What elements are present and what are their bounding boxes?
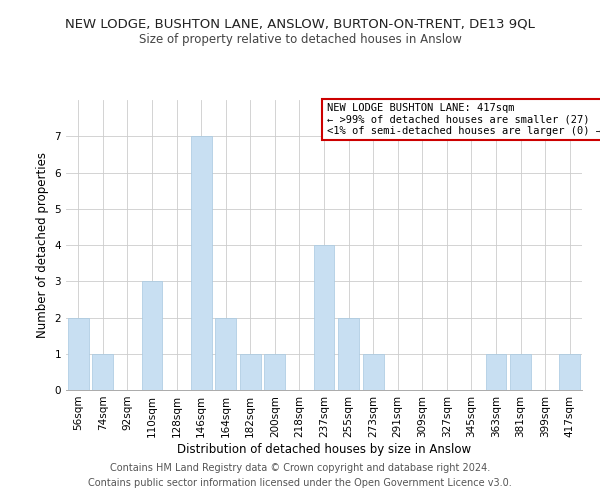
Text: Contains HM Land Registry data © Crown copyright and database right 2024.
Contai: Contains HM Land Registry data © Crown c…: [88, 462, 512, 487]
Bar: [338, 318, 359, 390]
Bar: [191, 136, 212, 390]
Bar: [92, 354, 113, 390]
Bar: [510, 354, 531, 390]
Bar: [559, 354, 580, 390]
Bar: [215, 318, 236, 390]
Bar: [265, 354, 286, 390]
Bar: [485, 354, 506, 390]
Bar: [362, 354, 383, 390]
Text: NEW LODGE, BUSHTON LANE, ANSLOW, BURTON-ON-TRENT, DE13 9QL: NEW LODGE, BUSHTON LANE, ANSLOW, BURTON-…: [65, 18, 535, 30]
Bar: [314, 245, 334, 390]
X-axis label: Distribution of detached houses by size in Anslow: Distribution of detached houses by size …: [177, 442, 471, 456]
Y-axis label: Number of detached properties: Number of detached properties: [36, 152, 49, 338]
Bar: [68, 318, 89, 390]
Bar: [142, 281, 163, 390]
Bar: [240, 354, 261, 390]
Text: Size of property relative to detached houses in Anslow: Size of property relative to detached ho…: [139, 32, 461, 46]
Text: NEW LODGE BUSHTON LANE: 417sqm
← >99% of detached houses are smaller (27)
<1% of: NEW LODGE BUSHTON LANE: 417sqm ← >99% of…: [326, 103, 600, 136]
